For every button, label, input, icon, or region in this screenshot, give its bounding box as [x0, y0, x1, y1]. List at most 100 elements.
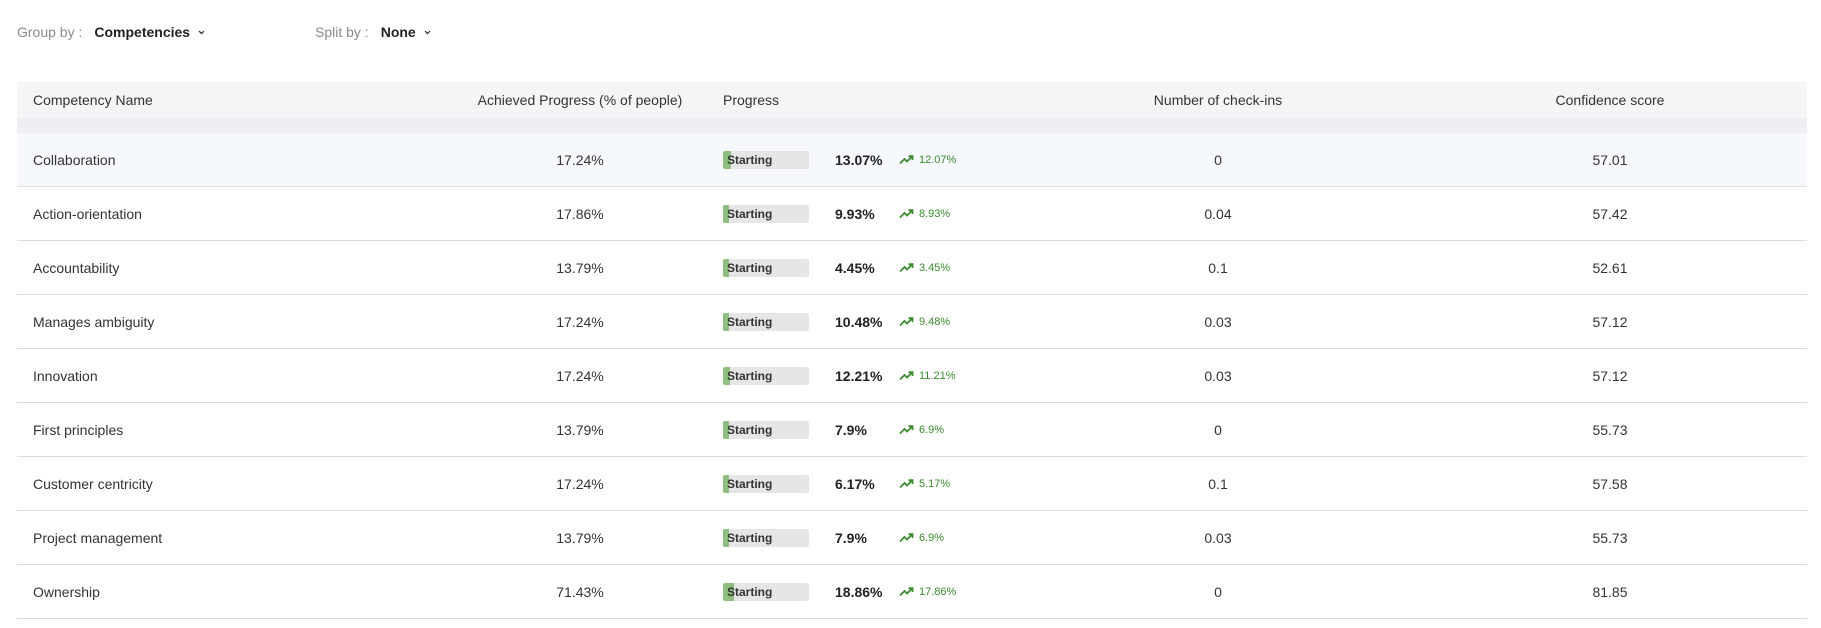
confidence-score: 55.73	[1592, 529, 1628, 546]
header-competency-name[interactable]: Competency Name	[33, 92, 153, 108]
achieved-progress: 71.43%	[556, 583, 604, 600]
progress-bar-fill	[723, 420, 730, 439]
table-row[interactable]: Accountability 13.79% Starting 4.45% 3.45% 0.…	[17, 241, 1807, 295]
progress-status: Starting	[727, 422, 773, 437]
achieved-progress: 17.24%	[556, 367, 604, 384]
progress-cell: Starting 7.9% 6.9%	[723, 403, 1023, 456]
table-row[interactable]: Action-orientation 17.86% Starting 9.93% 8.9…	[17, 187, 1807, 241]
progress-cell: Starting 12.21% 11.21%	[723, 349, 1023, 402]
progress-trend: 6.9%	[899, 424, 944, 436]
progress-trend: 12.07%	[899, 154, 956, 166]
progress-bar: Starting	[723, 366, 809, 385]
trend-value: 9.48%	[919, 315, 951, 328]
header-achieved-progress[interactable]: Achieved Progress (% of people)	[477, 92, 683, 108]
confidence-score: 55.73	[1592, 421, 1628, 438]
achieved-progress: 17.86%	[556, 205, 604, 222]
progress-cell: Starting 6.17% 5.17%	[723, 457, 1023, 510]
progress-value: 13.07%	[835, 151, 883, 168]
confidence-score: 57.12	[1592, 313, 1628, 330]
check-ins-count: 0.03	[1204, 313, 1232, 330]
progress-status: Starting	[727, 476, 773, 491]
trend-value: 12.07%	[919, 153, 957, 166]
table-row[interactable]: Collaboration 17.24% Starting 13.07% 12.07% 0…	[17, 133, 1807, 187]
table-row[interactable]: Innovation 17.24% Starting 12.21% 11.21% 0.03…	[17, 349, 1807, 403]
confidence-score: 57.42	[1592, 205, 1628, 222]
trending-up-icon	[899, 154, 914, 164]
competency-name[interactable]: Ownership	[33, 583, 100, 600]
competency-name[interactable]: Collaboration	[33, 151, 116, 168]
table-header: Competency Name Achieved Progress (% of …	[17, 82, 1807, 118]
header-progress[interactable]: Progress	[723, 92, 780, 108]
progress-trend: 3.45%	[899, 262, 950, 274]
achieved-progress: 13.79%	[556, 259, 604, 276]
trending-up-icon	[899, 262, 914, 272]
trend-value: 3.45%	[919, 261, 951, 274]
progress-bar-fill	[723, 582, 735, 601]
check-ins-count: 0	[1214, 421, 1222, 438]
table-row[interactable]: Project management 13.79% Starting 7.9% 6.9%…	[17, 511, 1807, 565]
confidence-score: 81.85	[1592, 583, 1628, 600]
check-ins-count: 0.03	[1204, 367, 1232, 384]
table-row[interactable]: First principles 13.79% Starting 7.9% 6.9% 0 5…	[17, 403, 1807, 457]
check-ins-count: 0	[1214, 583, 1222, 600]
group-by-dropdown[interactable]: Competencies	[94, 24, 205, 40]
progress-trend: 8.93%	[899, 208, 950, 220]
check-ins-count: 0.04	[1204, 205, 1232, 222]
progress-cell: Starting 13.07% 12.07%	[723, 133, 1023, 186]
competency-name[interactable]: Project management	[33, 529, 163, 546]
check-ins-count: 0.1	[1208, 259, 1228, 276]
progress-value: 7.9%	[835, 529, 867, 546]
progress-value: 9.93%	[835, 205, 875, 222]
confidence-score: 57.58	[1592, 475, 1628, 492]
progress-status: Starting	[727, 206, 773, 221]
progress-trend: 17.86%	[899, 586, 956, 598]
trend-value: 8.93%	[919, 207, 951, 220]
competency-name[interactable]: Innovation	[33, 367, 98, 384]
progress-trend: 6.9%	[899, 532, 944, 544]
progress-cell: Starting 4.45% 3.45%	[723, 241, 1023, 294]
header-check-ins[interactable]: Number of check-ins	[1153, 92, 1283, 108]
check-ins-count: 0	[1214, 151, 1222, 168]
table-row[interactable]: Customer centricity 17.24% Starting 6.17% 5.…	[17, 457, 1807, 511]
group-by-value: Competencies	[94, 24, 191, 40]
progress-bar: Starting	[723, 258, 809, 277]
progress-bar: Starting	[723, 474, 809, 493]
confidence-score: 52.61	[1592, 259, 1628, 276]
achieved-progress: 17.24%	[556, 475, 604, 492]
trending-up-icon	[899, 208, 914, 218]
progress-status: Starting	[727, 368, 773, 383]
trend-value: 6.9%	[919, 531, 945, 544]
achieved-progress: 17.24%	[556, 151, 604, 168]
competency-name[interactable]: Accountability	[33, 259, 120, 276]
competency-name[interactable]: Action-orientation	[33, 205, 142, 222]
table-row[interactable]: Ownership 71.43% Starting 18.86% 17.86% 0 81.8…	[17, 565, 1807, 619]
progress-bar-fill	[723, 528, 730, 547]
filter-toolbar: Group by : Competencies Split by : None	[0, 0, 1821, 70]
progress-bar-fill	[723, 150, 731, 169]
progress-status: Starting	[727, 530, 773, 545]
group-by-label: Group by :	[17, 24, 83, 40]
trend-value: 5.17%	[919, 477, 951, 490]
progress-bar-fill	[723, 258, 730, 277]
progress-value: 10.48%	[835, 313, 883, 330]
split-by-value: None	[380, 24, 416, 40]
progress-bar: Starting	[723, 582, 809, 601]
group-by-filter: Group by : Competencies	[17, 24, 205, 40]
trending-up-icon	[899, 478, 914, 488]
progress-bar-fill	[723, 474, 730, 493]
header-confidence-score[interactable]: Confidence score	[1555, 92, 1665, 108]
competency-name[interactable]: Customer centricity	[33, 475, 153, 492]
progress-bar-fill	[723, 204, 730, 223]
table-body: Collaboration 17.24% Starting 13.07% 12.07% 0…	[17, 133, 1807, 619]
progress-trend: 5.17%	[899, 478, 950, 490]
competency-name[interactable]: Manages ambiguity	[33, 313, 155, 330]
table-row[interactable]: Manages ambiguity 17.24% Starting 10.48% 9.4…	[17, 295, 1807, 349]
progress-status: Starting	[727, 314, 773, 329]
progress-value: 12.21%	[835, 367, 883, 384]
competency-name[interactable]: First principles	[33, 421, 124, 438]
chevron-down-icon	[198, 30, 205, 34]
competency-table: Competency Name Achieved Progress (% of …	[17, 82, 1807, 619]
progress-value: 4.45%	[835, 259, 875, 276]
progress-value: 7.9%	[835, 421, 867, 438]
split-by-dropdown[interactable]: None	[381, 24, 431, 40]
